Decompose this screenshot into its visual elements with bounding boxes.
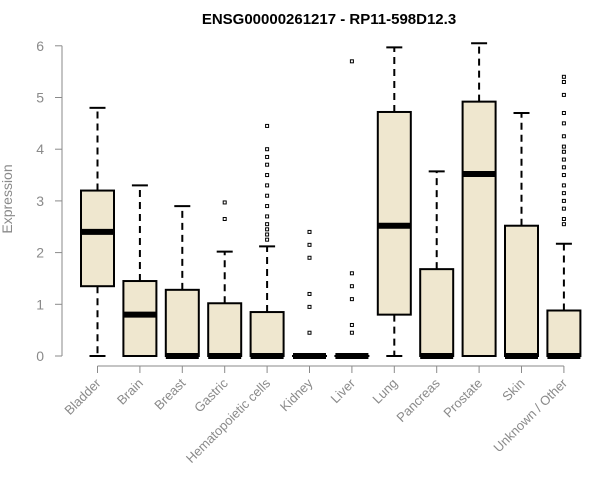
x-tick-label: Gastric: [191, 375, 231, 415]
box-3: [207, 200, 243, 359]
box-7: [376, 46, 412, 357]
box-iqr: [504, 224, 539, 357]
outlier-point: [307, 291, 312, 296]
outlier-point: [265, 237, 270, 242]
outlier-point: [561, 111, 566, 116]
y-axis: 0 1 2 3 4 5 6: [36, 38, 63, 364]
outlier-point: [561, 173, 566, 178]
outlier-point: [265, 162, 270, 167]
x-tick-label: Prostate: [440, 376, 485, 421]
x-tick-label: Kidney: [277, 375, 316, 414]
outlier-point: [265, 232, 270, 237]
outlier-point: [349, 297, 354, 302]
outlier-point: [265, 173, 270, 178]
box-iqr: [164, 288, 200, 358]
y-tick-label: 6: [36, 38, 44, 54]
outlier-point: [265, 227, 270, 232]
y-tick-label: 5: [36, 90, 44, 106]
outlier-point: [561, 183, 566, 188]
y-tick-label: 4: [36, 141, 44, 157]
outlier-point: [561, 121, 566, 126]
outlier-point: [561, 79, 566, 84]
outlier-point: [307, 229, 312, 234]
outlier-point: [349, 59, 354, 64]
x-tick-label: Unknown / Other: [490, 375, 570, 455]
box-iqr: [376, 110, 412, 316]
outlier-point: [307, 242, 312, 247]
outlier-point: [349, 322, 354, 327]
outlier-point: [561, 157, 566, 162]
box-2: [164, 205, 200, 359]
box-iqr: [249, 311, 285, 357]
outlier-point: [265, 154, 270, 159]
outlier-point: [561, 74, 566, 79]
outlier-point: [265, 183, 270, 188]
y-tick-label: 3: [36, 193, 44, 209]
x-tick-label: Skin: [499, 376, 527, 404]
outlier-point: [265, 147, 270, 152]
x-tick-label: Liver: [327, 375, 358, 406]
box-6: [334, 59, 370, 359]
outlier-point: [561, 149, 566, 154]
outlier-point: [265, 222, 270, 227]
boxes-group: [80, 42, 582, 359]
outlier-point: [307, 304, 312, 309]
outlier-point: [307, 330, 312, 335]
x-tick-label: Breast: [151, 375, 188, 412]
box-0: [80, 106, 115, 357]
box-iqr: [80, 189, 115, 288]
outlier-point: [349, 284, 354, 289]
outlier-point: [561, 191, 566, 196]
outlier-point: [265, 204, 270, 209]
box-11: [546, 74, 582, 359]
y-tick-label: 1: [36, 296, 44, 312]
box-iqr: [546, 309, 582, 357]
outlier-point: [265, 193, 270, 198]
box-iqr: [461, 100, 497, 357]
chart-title: ENSG00000261217 - RP11-598D12.3: [202, 11, 456, 28]
outlier-point: [307, 255, 312, 260]
box-9: [461, 42, 497, 357]
box-iqr: [207, 302, 243, 357]
outlier-point: [265, 123, 270, 128]
outlier-point: [561, 222, 566, 227]
outlier-point: [265, 214, 270, 219]
y-axis-label: Expression: [0, 164, 15, 233]
outlier-point: [561, 92, 566, 97]
x-tick-label: Pancreas: [393, 375, 443, 425]
y-tick-label: 0: [36, 348, 44, 364]
y-tick-label: 2: [36, 245, 44, 261]
outlier-point: [561, 144, 566, 149]
box-iqr: [419, 268, 455, 358]
box-4: [249, 123, 285, 359]
box-iqr: [122, 280, 158, 357]
x-tick-label: Brain: [114, 376, 146, 408]
outlier-point: [561, 165, 566, 170]
box-10: [504, 112, 539, 359]
outlier-point: [561, 198, 566, 203]
outlier-point: [561, 206, 566, 211]
x-tick-label: Hematopoietic cells: [183, 375, 274, 466]
outlier-point: [222, 200, 227, 205]
x-tick-label: Lung: [369, 376, 400, 407]
outlier-point: [349, 330, 354, 335]
box-5: [292, 229, 327, 359]
box-1: [122, 184, 158, 357]
outlier-point: [349, 271, 354, 276]
outlier-point: [561, 216, 566, 221]
outlier-point: [222, 216, 227, 221]
outlier-point: [561, 134, 566, 139]
box-8: [419, 170, 455, 359]
x-tick-label: Bladder: [61, 375, 104, 418]
